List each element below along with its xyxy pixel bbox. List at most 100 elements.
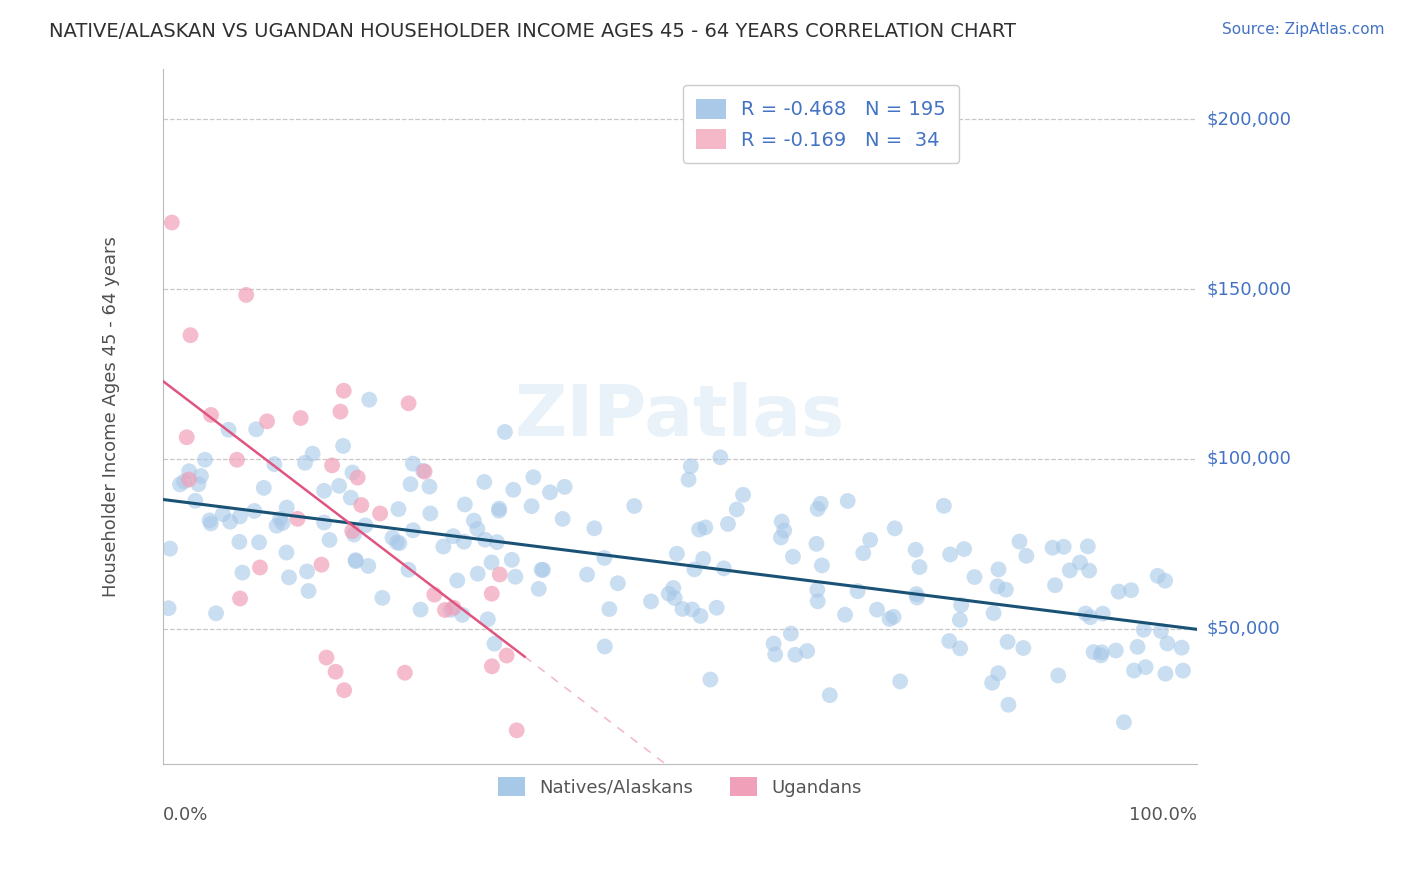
Point (963, 570, 986, 584)
Point (271, 516, 294, 530)
Text: Householder Income Ages 45 - 64 years: Householder Income Ages 45 - 64 years (103, 236, 120, 597)
Point (342, 466, 364, 480)
Point (409, 602, 432, 616)
Point (385, 535, 408, 549)
Point (328, 479, 350, 493)
Point (640, 594, 662, 608)
Point (419, 507, 441, 521)
Point (176, 430, 198, 444)
Point (889, 674, 911, 689)
Point (866, 602, 889, 616)
Point (762, 637, 785, 651)
Point (325, 665, 347, 679)
Point (522, 470, 544, 484)
Point (987, 666, 1010, 681)
Point (1170, 640, 1192, 655)
Point (1083, 645, 1105, 659)
Point (606, 576, 628, 591)
Point (212, 507, 235, 521)
Point (190, 469, 212, 483)
Point (315, 650, 337, 665)
Point (699, 673, 721, 687)
Point (488, 504, 510, 518)
Point (593, 550, 616, 565)
Point (796, 644, 818, 658)
Point (198, 513, 221, 527)
Point (531, 563, 554, 577)
Point (938, 634, 960, 648)
Point (418, 480, 440, 494)
Point (505, 723, 527, 738)
Point (318, 533, 340, 547)
Point (290, 411, 312, 425)
Point (692, 552, 714, 566)
Point (932, 499, 955, 513)
Point (810, 497, 832, 511)
Point (658, 587, 681, 601)
Point (344, 553, 367, 567)
Point (350, 498, 373, 512)
Point (177, 473, 200, 487)
Point (332, 439, 354, 453)
Point (443, 600, 465, 615)
Point (398, 396, 420, 410)
Point (1091, 645, 1114, 659)
Point (481, 556, 503, 570)
Point (184, 493, 207, 508)
Point (1171, 664, 1194, 678)
Point (527, 582, 550, 596)
Point (159, 541, 181, 556)
Point (983, 606, 1005, 620)
Point (359, 392, 381, 407)
Point (769, 530, 792, 544)
Point (981, 675, 1004, 690)
Point (664, 591, 686, 606)
Point (681, 602, 703, 616)
Point (1008, 534, 1031, 549)
Point (1154, 574, 1177, 588)
Point (368, 507, 391, 521)
Point (883, 521, 905, 535)
Point (505, 570, 527, 584)
Point (806, 537, 828, 551)
Point (709, 450, 731, 465)
Point (253, 481, 276, 495)
Point (402, 524, 425, 538)
Point (314, 516, 336, 530)
Point (576, 567, 599, 582)
Point (583, 521, 606, 535)
Point (357, 559, 380, 574)
Point (551, 512, 574, 526)
Point (904, 542, 927, 557)
Point (623, 499, 645, 513)
Point (908, 560, 931, 574)
Point (399, 477, 422, 491)
Point (530, 563, 553, 577)
Point (301, 447, 323, 461)
Point (1091, 607, 1114, 621)
Point (987, 562, 1010, 576)
Point (1078, 564, 1101, 578)
Point (763, 648, 786, 662)
Point (441, 529, 464, 543)
Point (235, 288, 257, 302)
Point (818, 688, 841, 702)
Point (446, 574, 468, 588)
Point (413, 465, 436, 479)
Text: ZIPatlas: ZIPatlas (515, 382, 845, 450)
Point (287, 512, 309, 526)
Text: 0.0%: 0.0% (163, 806, 208, 824)
Point (354, 518, 377, 533)
Point (1105, 643, 1128, 657)
Point (402, 457, 425, 471)
Point (779, 626, 801, 640)
Text: $200,000: $200,000 (1206, 111, 1292, 128)
Point (243, 504, 266, 518)
Text: $50,000: $50,000 (1206, 620, 1281, 638)
Point (837, 494, 859, 508)
Point (997, 635, 1019, 649)
Point (321, 458, 343, 473)
Point (169, 477, 191, 491)
Point (1043, 578, 1066, 592)
Point (481, 587, 503, 601)
